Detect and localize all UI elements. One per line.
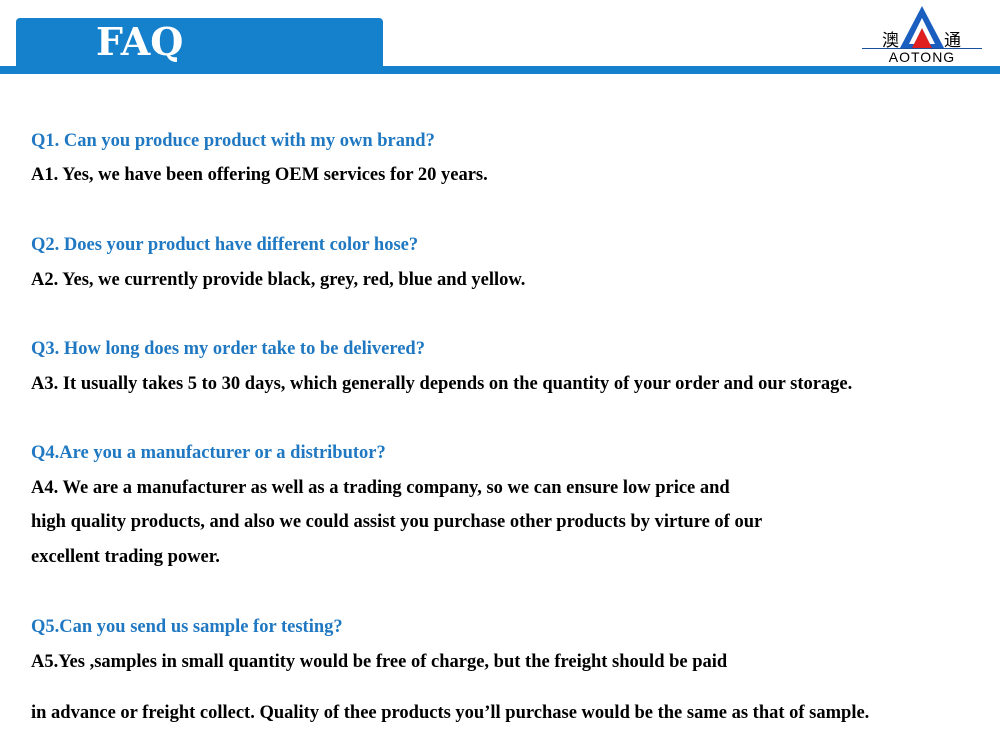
logo-cjk-right: 通 <box>944 31 961 50</box>
question-4: Q4.Are you a manufacturer or a distribut… <box>31 443 386 463</box>
question-2: Q2. Does your product have different col… <box>31 235 419 255</box>
answer-5-line-2: in advance or freight collect. Quality o… <box>31 703 870 723</box>
logo-triangle-icon <box>900 6 944 48</box>
logo-text: AOTONG <box>888 49 956 65</box>
question-3: Q3. How long does my order take to be de… <box>31 339 425 359</box>
logo-underline <box>862 48 982 49</box>
answer-4-line-2: high quality products, and also we could… <box>31 512 763 532</box>
answer-4-line-1: A4. We are a manufacturer as well as a t… <box>31 478 730 498</box>
question-5: Q5.Can you send us sample for testing? <box>31 617 343 637</box>
answer-3: A3. It usually takes 5 to 30 days, which… <box>31 374 853 394</box>
question-1: Q1. Can you produce product with my own … <box>31 131 435 151</box>
header-tab <box>16 18 383 68</box>
logo-cjk-left: 澳 <box>882 31 899 50</box>
answer-1: A1. Yes, we have been offering OEM servi… <box>31 165 488 185</box>
answer-4-line-3: excellent trading power. <box>31 547 220 567</box>
header-bar <box>0 66 1000 74</box>
answer-5-line-1: A5.Yes ,samples in small quantity would … <box>31 652 728 672</box>
answer-2: A2. Yes, we currently provide black, gre… <box>31 270 526 290</box>
page-title: FAQ <box>96 19 184 64</box>
company-logo: 澳 通 AOTONG <box>862 4 982 66</box>
